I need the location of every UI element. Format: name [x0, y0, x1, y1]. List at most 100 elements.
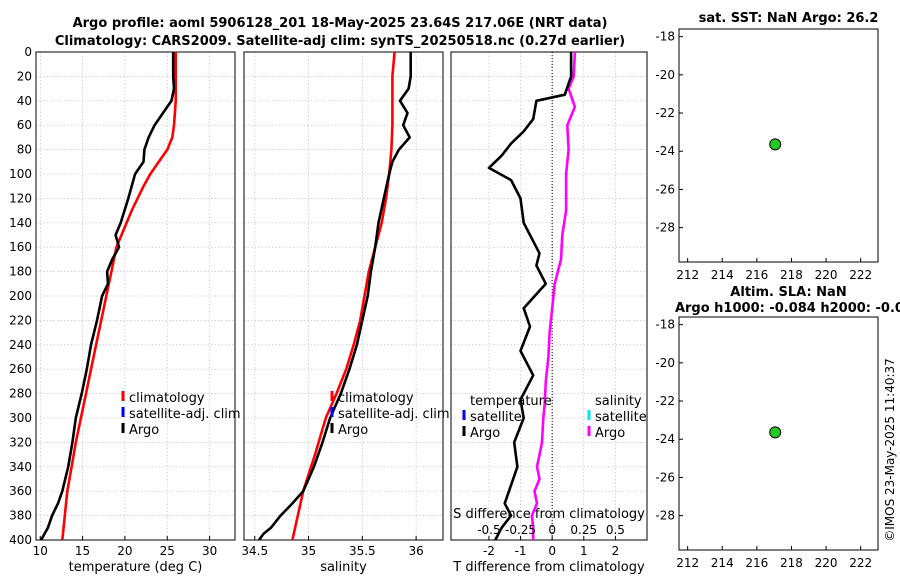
y-tick-label: 320: [9, 435, 32, 449]
temperature-difference-line: [487, 52, 573, 541]
x-tick-label: 218: [780, 268, 803, 282]
argo-location-marker: [769, 138, 782, 151]
y-tick-label: 20: [17, 69, 32, 83]
y-tick-label: -24: [655, 144, 675, 158]
legend-entry: Argo: [338, 423, 368, 438]
map-frame: [678, 316, 879, 551]
y-tick-label: 200: [9, 289, 32, 303]
plot-frame: [35, 51, 236, 541]
legend-swatch: [462, 410, 466, 420]
y-tick-label: 180: [9, 265, 32, 279]
salinity-profile-panel: 34.5 35 35.5 36 salinity climatologysatellite…: [241, 51, 450, 575]
x-tick-label: 214: [711, 268, 734, 282]
map-subtitle: Argo h1000: -0.084 h2000: -0.095: [675, 301, 900, 316]
y-tick-label: -22: [655, 106, 675, 120]
x-axis-label: temperature (deg C): [69, 560, 203, 575]
x2-axis-label: S difference from climatology: [453, 507, 645, 522]
x-tick-label: -1: [515, 544, 527, 558]
y-tick-label: 0: [24, 45, 32, 59]
x2-tick-label: 0: [548, 523, 556, 537]
y-tick-label: 260: [9, 362, 32, 376]
x-tick-label: 216: [745, 556, 768, 570]
y-tick-label: -22: [655, 394, 675, 408]
legend-swatch: [462, 426, 466, 436]
y-tick-label: 60: [17, 118, 32, 132]
y-tick-label: 300: [9, 411, 32, 425]
y-tick-label: 220: [9, 313, 32, 327]
x-tick-label: 212: [676, 268, 699, 282]
x-tick-label: 36: [408, 544, 423, 558]
salinity-legend-title: salinity: [595, 394, 642, 409]
legend-swatch: [587, 426, 591, 436]
difference-profile-panel: -2 -1 0 1 2 T difference from climatology -0.5…: [450, 51, 648, 575]
legend-entry: Argo: [595, 426, 625, 441]
salinity-climatology-line: [291, 51, 396, 541]
y-tick-label: 80: [17, 143, 32, 157]
x2-tick-label: -0.5: [477, 523, 500, 537]
y-tick-label: -18: [655, 318, 675, 332]
legend-entry: satellite-adj. clim: [338, 407, 450, 422]
argo-location-marker: [769, 426, 782, 439]
x-tick-label: 15: [75, 544, 90, 558]
legend-swatch: [121, 423, 125, 433]
map-frame: [678, 28, 879, 263]
y-tick-label: -18: [655, 30, 675, 44]
y-tick-label: -20: [655, 356, 675, 370]
temperature-profile-panel: 10 15 20 25 30020406080100120140160180200220…: [9, 45, 241, 575]
sst-map-panel: sat. SST: NaN Argo: 26.2 212 214 216 218 220 2…: [655, 11, 879, 282]
x2-tick-label: 0.25: [570, 523, 597, 537]
temperature-legend-title: temperature: [470, 394, 552, 409]
x-tick-label: 1: [580, 544, 588, 558]
x2-tick-label: 0.5: [606, 523, 625, 537]
y-tick-label: 400: [9, 533, 32, 547]
y-tick-label: 240: [9, 338, 32, 352]
legend-swatch: [587, 410, 591, 420]
x-tick-label: 35.5: [349, 544, 376, 558]
legend-entry: satellite-adj. clim: [129, 407, 241, 422]
legend-entry: satellite: [595, 410, 647, 425]
y-tick-label: -24: [655, 432, 675, 446]
x-axis-label: salinity: [320, 560, 367, 575]
x-tick-label: 30: [202, 544, 217, 558]
y-tick-label: 280: [9, 387, 32, 401]
x-tick-label: 212: [676, 556, 699, 570]
legend-entry: Argo: [129, 423, 159, 438]
figure-title-line1: Argo profile: aoml 5906128_201 18-May-20…: [73, 16, 608, 31]
y-tick-label: -28: [655, 221, 675, 235]
temperature-argo-line: [39, 52, 176, 541]
y-tick-label: 140: [9, 216, 32, 230]
x-tick-label: 216: [745, 268, 768, 282]
legend-swatch: [330, 423, 334, 433]
x-tick-label: 220: [815, 268, 838, 282]
map-title: Altim. SLA: NaN: [730, 285, 846, 300]
y-tick-label: -26: [655, 470, 675, 484]
x-tick-label: 35: [301, 544, 316, 558]
y-tick-label: 340: [9, 460, 32, 474]
imos-credit: ©IMOS 23-May-2025 11:40:37: [883, 358, 897, 542]
legend-entry: satellite: [470, 410, 522, 425]
y-tick-label: 160: [9, 240, 32, 254]
y-tick-label: 100: [9, 167, 32, 181]
salinity-difference-line: [530, 51, 577, 540]
y-tick-label: -28: [655, 509, 675, 523]
legend-swatch: [330, 407, 334, 417]
x-tick-label: 34.5: [241, 544, 268, 558]
legend-swatch: [121, 407, 125, 417]
figure-title-line2: Climatology: CARS2009. Satellite-adj cli…: [55, 34, 625, 49]
x-tick-label: 218: [780, 556, 803, 570]
x-tick-label: -2: [483, 544, 495, 558]
x-tick-label: 25: [160, 544, 175, 558]
legend-entry: climatology: [129, 391, 205, 406]
x-tick-label: 10: [33, 544, 48, 558]
y-tick-label: -26: [655, 182, 675, 196]
plot-frame: [450, 51, 648, 541]
y-tick-label: 40: [17, 94, 32, 108]
map-title: sat. SST: NaN Argo: 26.2: [699, 11, 879, 26]
salinity-argo-line: [258, 52, 413, 541]
x-tick-label: 214: [711, 556, 734, 570]
legend-entry: climatology: [338, 391, 414, 406]
x-axis-label: T difference from climatology: [452, 560, 645, 575]
x-tick-label: 222: [849, 268, 872, 282]
y-tick-label: -20: [655, 68, 675, 82]
